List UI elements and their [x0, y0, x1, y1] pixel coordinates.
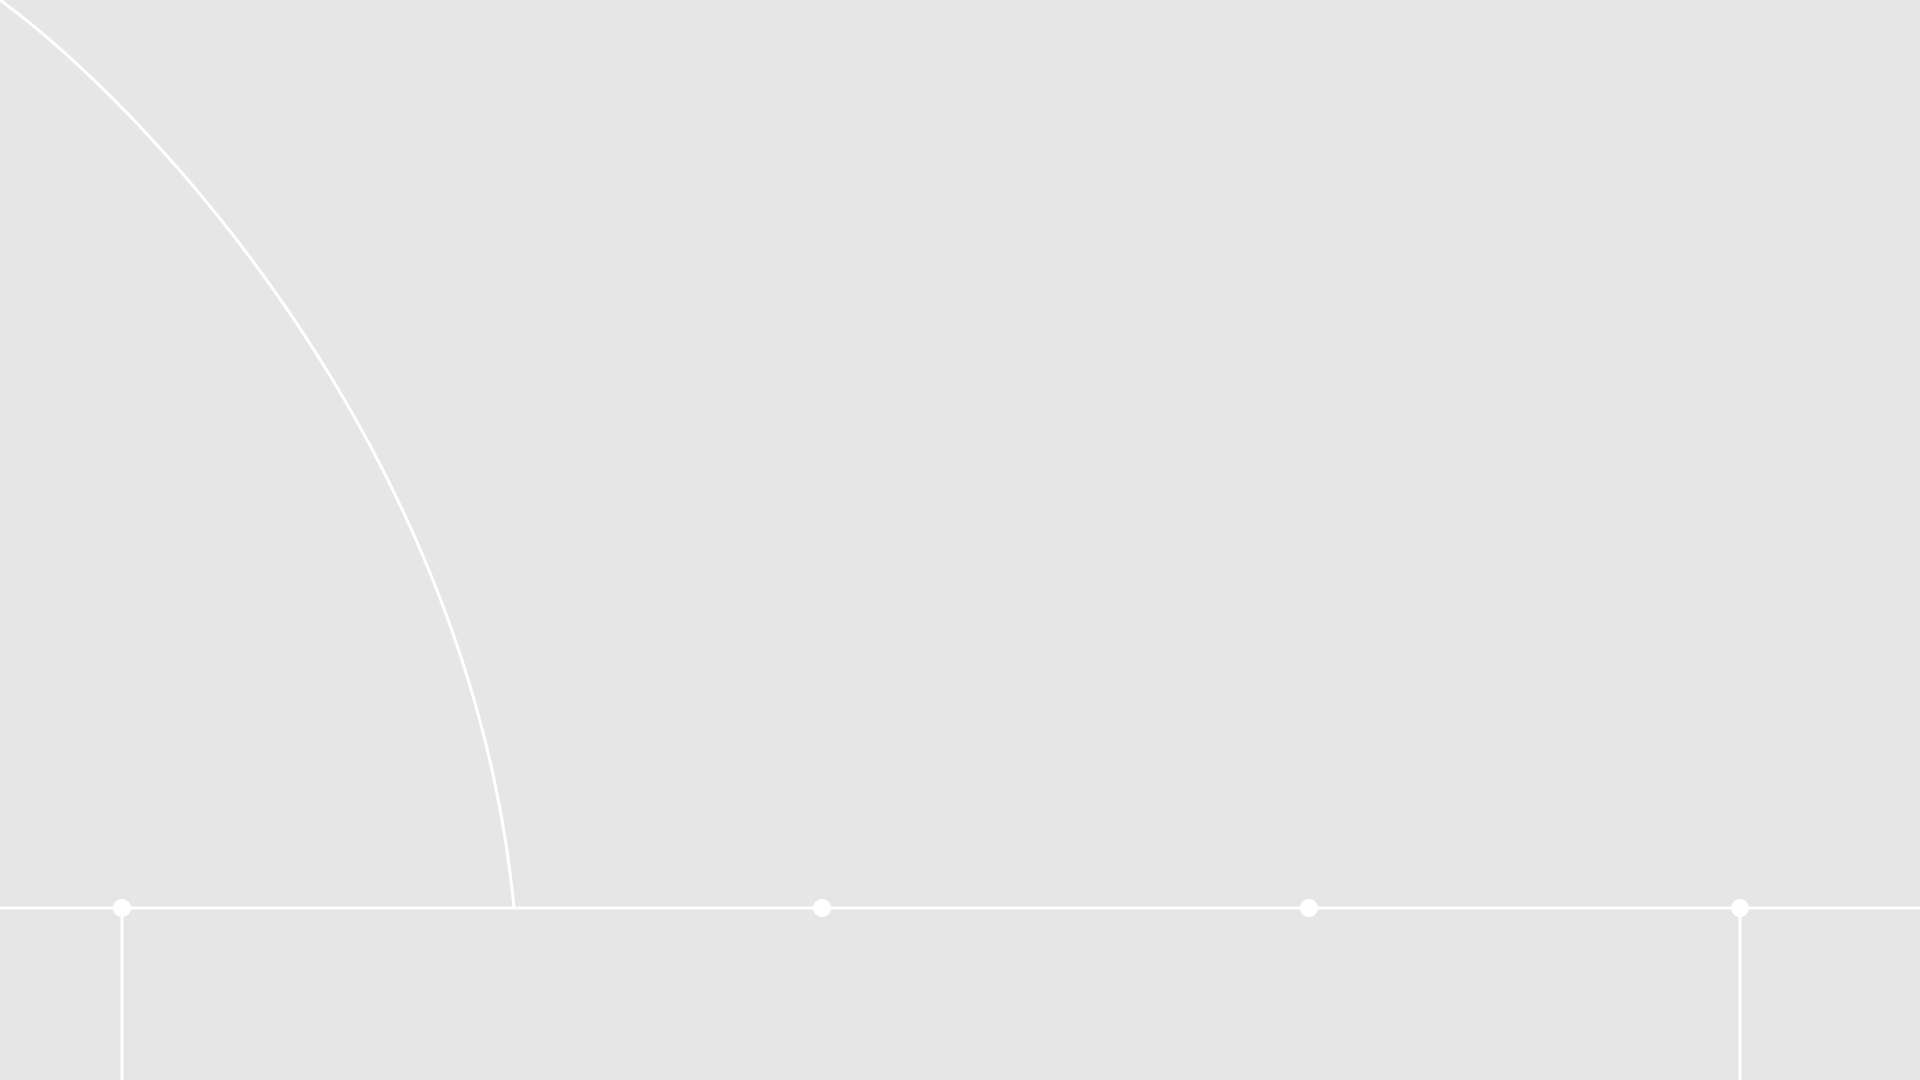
- node-marker-3[interactable]: [1300, 899, 1318, 917]
- arc-line: [0, 0, 516, 909]
- node-marker-2[interactable]: [813, 899, 831, 917]
- node-marker-4[interactable]: [1731, 899, 1749, 917]
- node-marker-1[interactable]: [113, 899, 131, 917]
